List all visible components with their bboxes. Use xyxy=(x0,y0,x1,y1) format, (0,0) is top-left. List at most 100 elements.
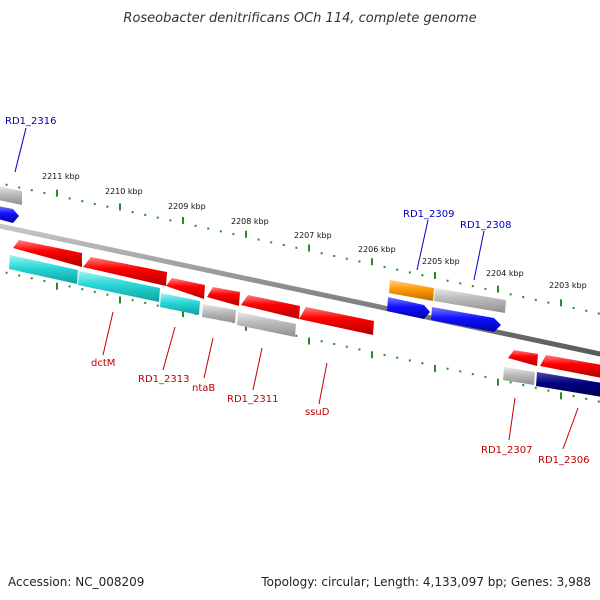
minor-tick xyxy=(358,260,361,263)
leader-line xyxy=(252,347,263,391)
minor-tick xyxy=(597,400,600,403)
leader-line xyxy=(416,219,429,271)
gene-arrow[interactable] xyxy=(237,312,296,337)
gene-label[interactable]: RD1_2306 xyxy=(538,455,589,466)
gene-label[interactable]: RD1_2311 xyxy=(227,394,278,405)
major-tick xyxy=(182,310,184,318)
minor-tick xyxy=(333,254,336,257)
minor-tick xyxy=(383,353,386,356)
minor-tick xyxy=(396,268,399,271)
gene-arrow[interactable] xyxy=(434,288,506,313)
minor-tick xyxy=(5,183,8,186)
gene-arrow[interactable] xyxy=(503,367,535,385)
gene-label[interactable]: ssuD xyxy=(305,407,330,418)
minor-tick xyxy=(81,288,84,291)
leader-line xyxy=(14,127,27,173)
minor-tick xyxy=(219,230,222,233)
major-tick xyxy=(56,189,58,197)
outer-tick-ring: 2211 kbp 2210 kbp 2209 kbp 2208 kbp 2207… xyxy=(5,172,600,315)
minor-tick xyxy=(106,205,109,208)
gene-arrow[interactable] xyxy=(389,280,434,301)
major-tick xyxy=(371,351,373,359)
minor-tick xyxy=(93,202,96,205)
leader-line xyxy=(508,397,516,441)
major-tick xyxy=(434,271,436,279)
minor-tick xyxy=(333,342,336,345)
kbp-label: 2210 kbp xyxy=(105,187,143,196)
leader-line xyxy=(473,230,485,281)
minor-tick xyxy=(459,370,462,373)
gene-label[interactable]: RD1_2316 xyxy=(5,116,56,127)
minor-tick xyxy=(534,298,537,301)
gene-arrow[interactable] xyxy=(202,304,236,323)
minor-tick xyxy=(585,397,588,400)
gene-arrow[interactable] xyxy=(299,307,374,335)
gene-arrow[interactable] xyxy=(83,257,167,286)
gene-arrow[interactable] xyxy=(207,287,240,306)
minor-tick xyxy=(597,312,600,315)
major-tick xyxy=(497,285,499,293)
kbp-label: 2207 kbp xyxy=(294,231,332,240)
gene-label[interactable]: ntaB xyxy=(192,383,215,394)
gene-arrow[interactable] xyxy=(13,240,82,267)
gene-label[interactable]: RD1_2307 xyxy=(481,445,532,456)
minor-tick xyxy=(93,290,96,293)
major-tick xyxy=(434,364,436,372)
minor-tick xyxy=(30,277,33,280)
minor-tick xyxy=(81,200,84,203)
gene-arrow[interactable] xyxy=(160,293,200,315)
gene-label[interactable]: RD1_2309 xyxy=(403,209,454,220)
kbp-label: 2204 kbp xyxy=(486,269,524,278)
gene-arrow[interactable] xyxy=(9,255,78,284)
minor-tick xyxy=(509,381,512,384)
minor-tick xyxy=(484,287,487,290)
kbp-label: 2208 kbp xyxy=(231,217,269,226)
minor-tick xyxy=(421,274,424,277)
minor-tick xyxy=(509,293,512,296)
minor-tick xyxy=(232,233,235,236)
gene-arrow[interactable] xyxy=(78,271,160,302)
minor-tick xyxy=(68,197,71,200)
major-tick xyxy=(119,203,121,211)
minor-tick xyxy=(459,282,462,285)
minor-tick xyxy=(18,186,21,189)
minor-tick xyxy=(534,386,537,389)
gene-arrow[interactable] xyxy=(540,355,600,378)
gene-label[interactable]: dctM xyxy=(91,358,115,369)
leader-line xyxy=(318,362,328,405)
minor-tick xyxy=(257,238,260,241)
reverse-strand-genes xyxy=(9,240,600,397)
forward-strand-genes xyxy=(0,186,506,332)
gene-arrow[interactable] xyxy=(431,307,501,332)
gene-arrow[interactable] xyxy=(0,206,19,223)
minor-tick xyxy=(295,246,298,249)
major-tick xyxy=(245,230,247,238)
gene-label[interactable]: RD1_2313 xyxy=(138,374,189,385)
gene-label[interactable]: RD1_2308 xyxy=(460,220,511,231)
major-tick xyxy=(560,299,562,307)
minor-tick xyxy=(43,279,46,282)
leader-line xyxy=(203,337,214,379)
minor-tick xyxy=(320,340,323,343)
minor-tick xyxy=(345,257,348,260)
minor-tick xyxy=(5,271,8,274)
minor-tick xyxy=(547,389,550,392)
gene-arrow[interactable] xyxy=(387,297,430,319)
leader-line xyxy=(562,407,579,450)
gene-arrow[interactable] xyxy=(508,350,538,366)
minor-tick xyxy=(207,227,210,230)
minor-tick xyxy=(421,362,424,365)
minor-tick xyxy=(408,359,411,362)
gene-arrow[interactable] xyxy=(0,186,22,205)
major-tick xyxy=(182,217,184,225)
minor-tick xyxy=(345,345,348,348)
minor-tick xyxy=(43,191,46,194)
kbp-label: 2209 kbp xyxy=(168,202,206,211)
gene-arrow[interactable] xyxy=(241,295,300,319)
major-tick xyxy=(497,378,499,386)
gene-arrow[interactable] xyxy=(166,278,205,299)
genome-backbone xyxy=(0,223,600,357)
kbp-label: 2205 kbp xyxy=(422,257,460,266)
gene-arrow[interactable] xyxy=(536,372,600,397)
minor-tick xyxy=(572,395,575,398)
